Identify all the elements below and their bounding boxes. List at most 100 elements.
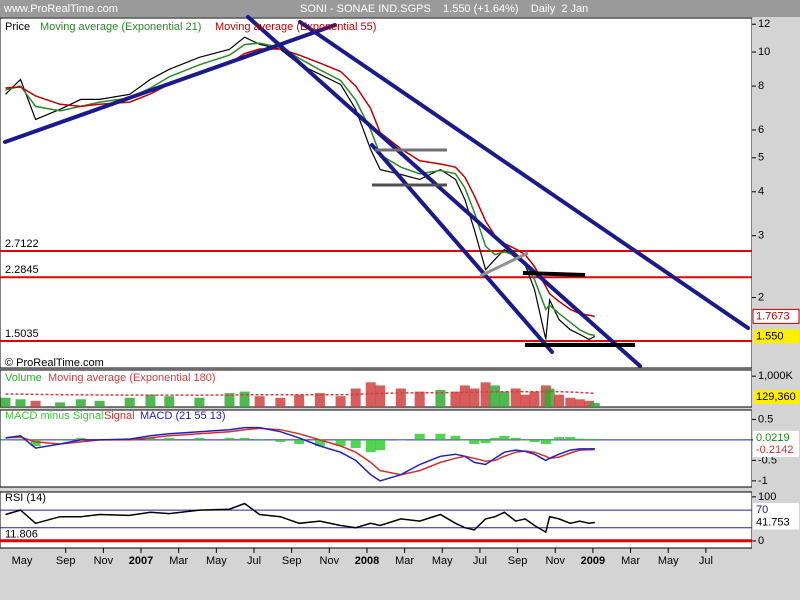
bar bbox=[350, 388, 361, 407]
badge-label: 129,360 bbox=[756, 391, 796, 403]
badge bbox=[752, 308, 800, 324]
panel-marks bbox=[0, 426, 752, 482]
x-tick-label: 2008 bbox=[355, 555, 379, 567]
hline-label: 1.5035 bbox=[5, 328, 39, 340]
bar bbox=[529, 439, 540, 442]
badge-label: 1.550 bbox=[756, 330, 784, 342]
bar bbox=[365, 439, 376, 453]
x-tick-label: Jul bbox=[699, 555, 713, 567]
bar bbox=[459, 439, 470, 441]
bar bbox=[520, 439, 531, 441]
y-tick-label: 6 bbox=[758, 124, 764, 136]
bar bbox=[254, 396, 265, 407]
bar bbox=[540, 439, 551, 444]
panel-marks bbox=[0, 382, 600, 407]
bar bbox=[164, 396, 175, 407]
y-tick-label: 4 bbox=[758, 186, 764, 198]
bar bbox=[239, 391, 250, 407]
bar bbox=[15, 399, 26, 407]
copyright: © ProRealTime.com bbox=[5, 357, 104, 369]
badge bbox=[753, 430, 799, 445]
line bbox=[5, 502, 595, 534]
y-tick-label: 5 bbox=[758, 152, 764, 164]
line bbox=[5, 427, 595, 476]
badge bbox=[753, 329, 799, 344]
bar bbox=[480, 382, 491, 407]
bar bbox=[314, 439, 325, 447]
price-panel bbox=[0, 17, 753, 369]
bar bbox=[584, 400, 595, 407]
legend-entry: Moving average (Exponential 180) bbox=[48, 372, 216, 384]
bar bbox=[335, 439, 346, 447]
panel-marks bbox=[0, 502, 752, 543]
y-tick-label: 100 bbox=[758, 491, 776, 503]
bar bbox=[395, 439, 406, 441]
hline-label: 2.2845 bbox=[5, 264, 39, 276]
bar bbox=[459, 385, 470, 407]
bar bbox=[224, 437, 235, 440]
legend-entry: Moving average (Exponential 21) bbox=[40, 21, 201, 33]
bar bbox=[589, 403, 600, 407]
bar bbox=[499, 435, 510, 440]
x-tick-label: Nov bbox=[545, 555, 565, 567]
bar bbox=[554, 394, 565, 407]
chart-title: SONI - SONAE IND.SGPS 1.550 (+1.64%) Dai… bbox=[300, 3, 588, 15]
bar bbox=[395, 388, 406, 407]
y-tick-label: 12 bbox=[758, 18, 770, 30]
panel-label: Price bbox=[5, 21, 30, 33]
bar bbox=[489, 385, 500, 407]
bar bbox=[94, 400, 105, 407]
bar bbox=[480, 439, 491, 444]
legend-entry: Signal bbox=[104, 410, 135, 422]
hline-label: 2.7122 bbox=[5, 238, 39, 250]
bar bbox=[414, 391, 425, 407]
y-tick-label: 2 bbox=[758, 291, 764, 303]
bar bbox=[194, 437, 205, 440]
bar bbox=[314, 393, 325, 407]
bar bbox=[565, 397, 576, 407]
badge bbox=[753, 503, 799, 518]
y-tick-label: 0 bbox=[758, 535, 764, 547]
badge-label: 70 bbox=[756, 504, 768, 516]
x-tick-label: May bbox=[12, 555, 33, 567]
bar bbox=[365, 382, 376, 407]
bar bbox=[124, 397, 135, 407]
legend-entry: RSI (14) bbox=[5, 492, 46, 504]
bar bbox=[30, 439, 41, 447]
y-tick-label: 10 bbox=[758, 46, 770, 58]
y-tick-label: 0.5 bbox=[758, 413, 773, 425]
bar bbox=[15, 438, 26, 440]
x-tick-label: Sep bbox=[56, 555, 76, 567]
legend-entry: Moving average (Exponential 55) bbox=[215, 21, 376, 33]
legend-entry: MACD minus Signal bbox=[5, 410, 103, 422]
bar bbox=[294, 439, 305, 444]
x-tick-label: Jul bbox=[247, 555, 261, 567]
range-lines bbox=[372, 148, 635, 347]
legend-entry: MACD (21 55 13) bbox=[140, 410, 226, 422]
bar bbox=[75, 437, 86, 440]
bar bbox=[544, 439, 555, 441]
x-tick-label: Jul bbox=[473, 555, 487, 567]
bar bbox=[589, 439, 600, 440]
bar bbox=[554, 437, 565, 440]
bar bbox=[145, 437, 156, 440]
bar bbox=[450, 391, 461, 407]
x-tick-label: May bbox=[658, 555, 679, 567]
bar bbox=[335, 396, 346, 407]
y-tick-label: -1 bbox=[758, 475, 768, 487]
bar bbox=[75, 399, 86, 407]
bar bbox=[224, 393, 235, 407]
bar bbox=[294, 394, 305, 407]
bar bbox=[499, 391, 510, 407]
bar bbox=[275, 439, 286, 442]
line bbox=[5, 390, 595, 396]
x-tick-label: May bbox=[432, 555, 453, 567]
badge bbox=[753, 442, 799, 457]
bar bbox=[414, 433, 425, 440]
range-line bbox=[479, 251, 529, 278]
site: www.ProRealTime.com bbox=[3, 3, 118, 15]
bar bbox=[574, 438, 585, 440]
x-tick-label: May bbox=[206, 555, 227, 567]
y-tick-label: 3 bbox=[758, 230, 764, 242]
